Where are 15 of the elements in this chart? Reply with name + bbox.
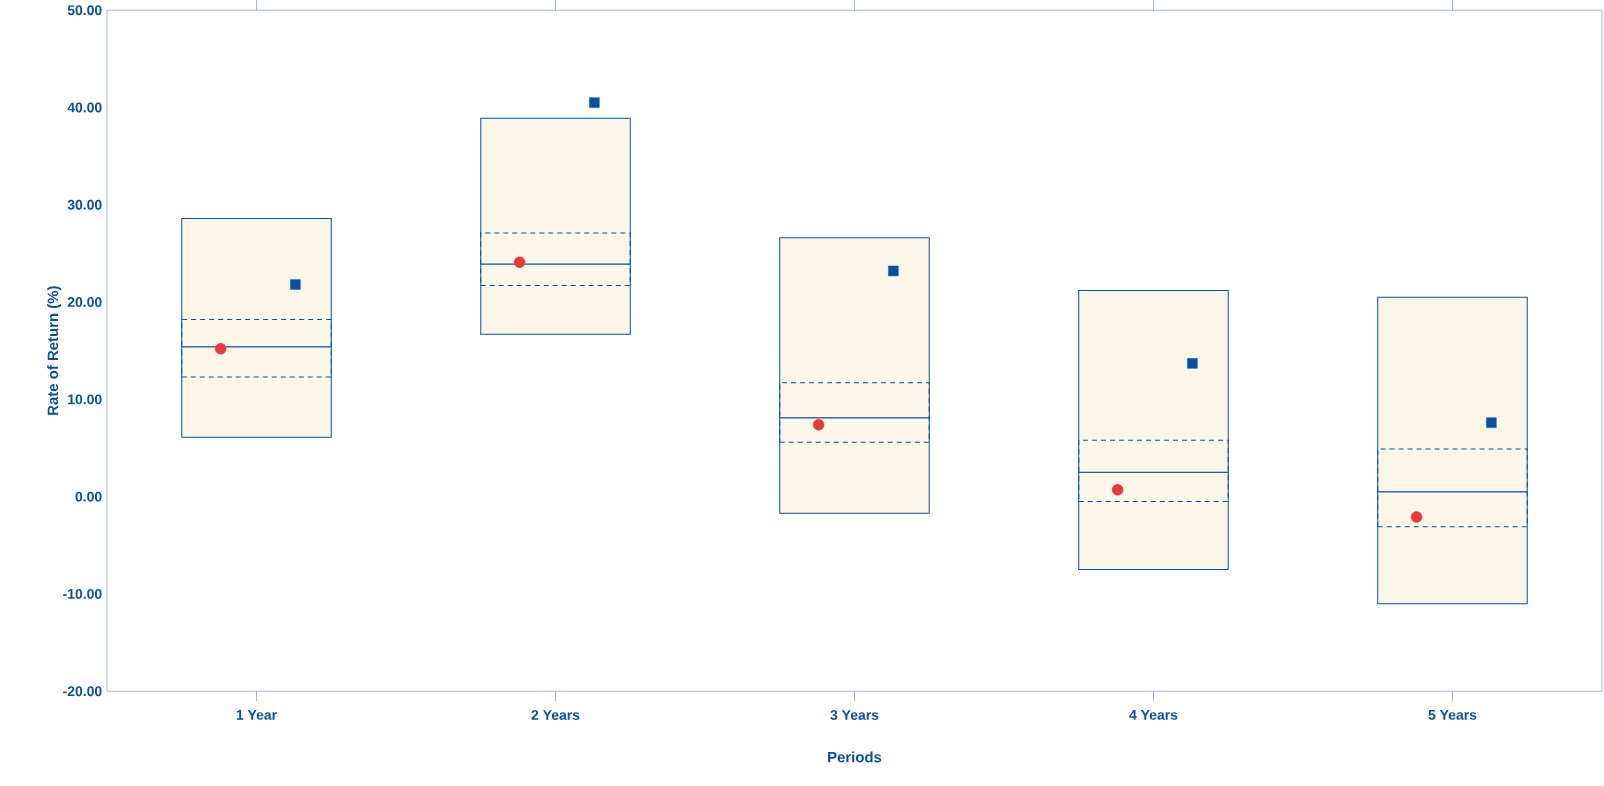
x-tick-label: 3 Years xyxy=(830,709,879,720)
x-tick-label: 1 Year xyxy=(236,709,277,720)
y-tick-label: 0.00 xyxy=(75,491,102,502)
y-tick-label: 30.00 xyxy=(67,199,102,210)
x-tick-label: 4 Years xyxy=(1129,709,1178,720)
y-axis-title: Rate of Return (%) xyxy=(47,286,62,415)
y-tick-label: 20.00 xyxy=(67,297,102,307)
y-tick-label: 10.00 xyxy=(68,394,102,405)
y-tick-label: 50.00 xyxy=(67,5,102,16)
x-tick-label: 2 Years xyxy=(531,709,580,720)
y-tick-label: -20.00 xyxy=(63,686,102,697)
x-tick-label: 5 Years xyxy=(1428,709,1477,720)
y-tick-label: -10.00 xyxy=(63,588,102,599)
y-tick-label: 40.00 xyxy=(67,102,102,113)
x-axis-title: Periods xyxy=(828,751,882,763)
